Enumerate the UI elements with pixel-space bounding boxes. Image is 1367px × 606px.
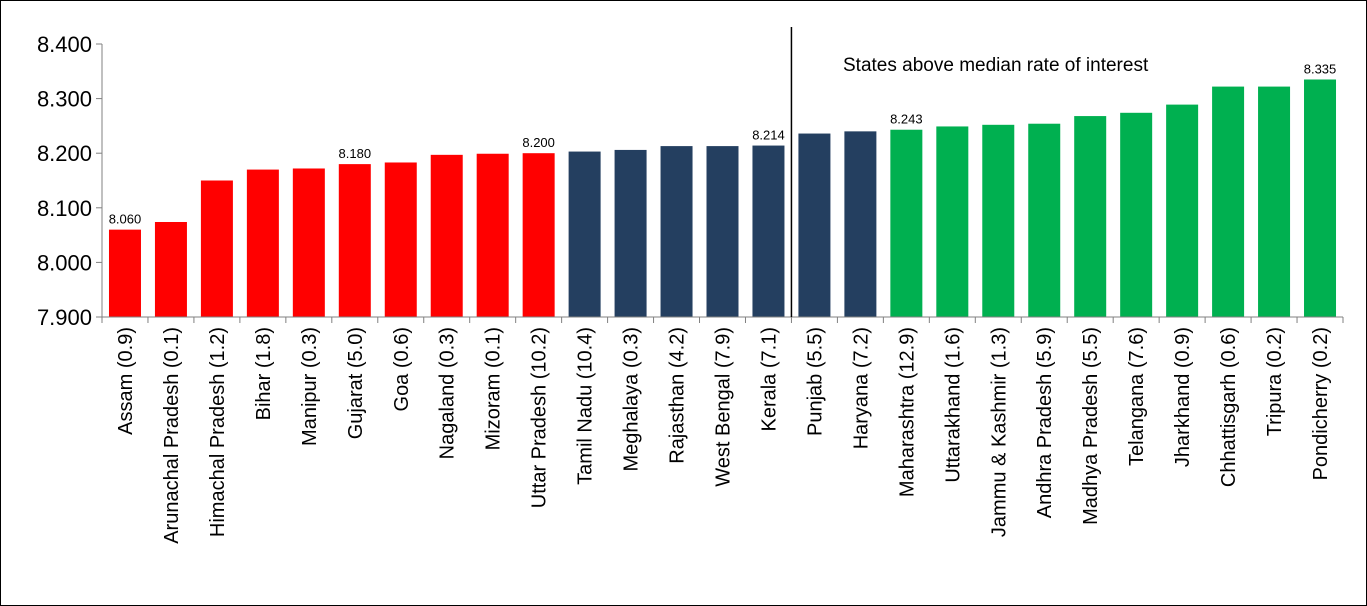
bar-14 xyxy=(752,145,785,317)
bar-6 xyxy=(384,162,417,317)
x-category-label: Uttarakhand (1.6) xyxy=(942,327,964,483)
x-category-label: Mizoram (0.1) xyxy=(483,327,505,450)
x-category-label: Pondicherry (0.2) xyxy=(1310,327,1332,480)
x-category-label: Punjab (5.5) xyxy=(804,327,826,436)
bar-22 xyxy=(1120,112,1153,318)
bar-1 xyxy=(154,221,187,317)
bar-5 xyxy=(338,164,371,317)
x-axis: Assam (0.9) Arunachal Pradesh (0.1) Himach… xyxy=(101,316,1344,544)
median-annotation: States above median rate of interest xyxy=(843,55,1149,76)
bar-2 xyxy=(200,180,233,317)
x-category-label: Andhra Pradesh (5.9) xyxy=(1034,327,1056,518)
x-category-label: Himachal Pradesh (1.2) xyxy=(207,327,229,537)
x-category-label: Rajasthan (4.2) xyxy=(667,327,689,464)
data-label: 8.200 xyxy=(522,135,555,150)
bar-18 xyxy=(936,126,969,317)
x-category-label: Telangana (7.6) xyxy=(1126,327,1148,466)
data-label: 8.060 xyxy=(109,212,142,227)
x-category-label: Maharashtra (12.9) xyxy=(896,327,918,497)
y-axis: 7.900 8.000 8.100 8.200 8.300 8.400 xyxy=(37,32,103,330)
x-category-label: Meghalaya (0.3) xyxy=(621,327,643,472)
y-tick-label: 8.100 xyxy=(37,196,92,221)
x-category-label: Tripura (0.2) xyxy=(1264,327,1286,436)
bar-3 xyxy=(246,169,279,317)
y-tick-label: 8.300 xyxy=(37,87,92,112)
x-category-label: Kerala (7.1) xyxy=(758,327,780,432)
bars: 8.060 8.180 8.200 8.214 8.243 8.335 xyxy=(108,61,1337,318)
x-category-label: Gujarat (5.0) xyxy=(345,327,367,439)
bar-7 xyxy=(430,154,463,317)
bar-15 xyxy=(798,133,831,317)
data-label: 8.243 xyxy=(890,112,923,127)
bar-25 xyxy=(1258,86,1291,317)
x-category-label: Assam (0.9) xyxy=(115,327,137,435)
bar-10 xyxy=(568,151,601,317)
y-tick-label: 8.000 xyxy=(37,250,92,275)
x-category-label: Jammu & Kashmir (1.3) xyxy=(988,327,1010,537)
x-category-label: West Bengal (7.9) xyxy=(713,327,735,487)
x-category-label: Madhya Pradesh (5.5) xyxy=(1080,327,1102,525)
x-category-label: Goa (0.6) xyxy=(391,327,413,411)
y-tick-label: 8.200 xyxy=(37,141,92,166)
bar-23 xyxy=(1166,104,1199,317)
data-label: 8.180 xyxy=(339,146,372,161)
y-tick-label: 8.400 xyxy=(37,32,92,57)
x-category-label: Jharkhand (0.9) xyxy=(1172,327,1194,467)
x-category-label: Uttar Pradesh (10.2) xyxy=(529,327,551,508)
bar-16 xyxy=(844,131,877,317)
bar-0 xyxy=(108,229,141,317)
bar-9 xyxy=(522,153,555,317)
bar-13 xyxy=(706,146,739,317)
data-label: 8.214 xyxy=(752,128,785,143)
bar-21 xyxy=(1074,116,1107,318)
data-label: 8.335 xyxy=(1304,61,1337,76)
bar-12 xyxy=(660,146,693,317)
x-category-label: Arunachal Pradesh (0.1) xyxy=(161,327,183,544)
bar-17 xyxy=(890,129,923,317)
x-category-label: Chhattisgarh (0.6) xyxy=(1218,327,1240,487)
x-category-label: Nagaland (0.3) xyxy=(437,327,459,459)
x-category-label: Haryana (7.2) xyxy=(850,327,872,449)
bar-4 xyxy=(292,168,325,317)
bar-19 xyxy=(982,124,1015,317)
x-category-label: Tamil Nadu (10.4) xyxy=(575,327,597,485)
y-tick-label: 7.900 xyxy=(37,305,92,330)
x-category-label: Manipur (0.3) xyxy=(299,327,321,446)
x-category-label: Bihar (1.8) xyxy=(253,327,275,420)
bar-26 xyxy=(1304,79,1337,318)
bar-24 xyxy=(1212,86,1245,317)
bar-20 xyxy=(1028,123,1061,317)
bar-8 xyxy=(476,153,509,317)
bar-11 xyxy=(614,149,647,317)
